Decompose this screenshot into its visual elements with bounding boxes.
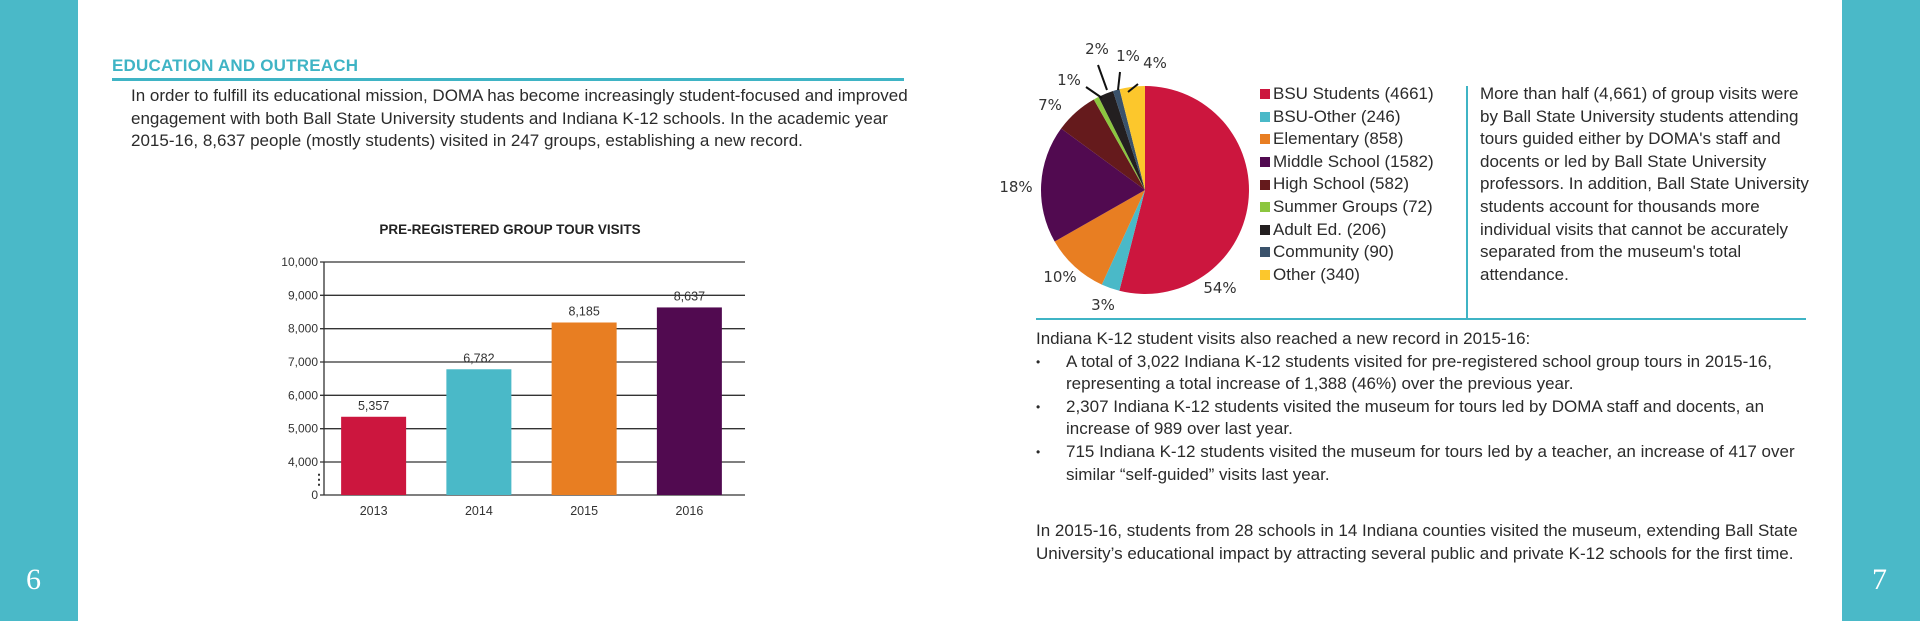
k12-bullet-list: A total of 3,022 Indiana K-12 students v…: [1036, 351, 1816, 487]
closing-paragraph: In 2015-16, students from 28 schools in …: [1036, 521, 1798, 563]
page-number-left: 6: [26, 563, 41, 596]
pie-percent-label: 1%: [1116, 47, 1140, 65]
pie-slice-middle-school: [1041, 128, 1145, 242]
y-tick-label: 6,000: [288, 388, 318, 402]
legend-label: Adult Ed. (206): [1273, 219, 1387, 239]
intro-paragraph: In order to fulfill its educational miss…: [131, 86, 908, 150]
x-tick-label: 2013: [360, 504, 388, 518]
k12-lead: Indiana K-12 student visits also reached…: [1036, 329, 1531, 348]
pie-slice-adult-ed: [1098, 91, 1145, 190]
legend-swatch: [1260, 89, 1270, 100]
legend-item: High School (582): [1260, 173, 1434, 196]
pie-percent-label: 54%: [1203, 279, 1236, 297]
bar-value-label: 8,185: [568, 305, 599, 319]
x-tick-label: 2014: [465, 504, 493, 518]
legend-swatch: [1260, 179, 1270, 190]
legend-item: Elementary (858): [1260, 128, 1434, 151]
pie-percent-label: 1%: [1057, 71, 1081, 89]
legend-swatch: [1260, 247, 1270, 258]
legend-item: Summer Groups (72): [1260, 196, 1434, 219]
pie-percent-label: 2%: [1085, 40, 1109, 58]
k12-bullet: 2,307 Indiana K-12 students visited the …: [1036, 396, 1816, 441]
left-margin-band: [0, 0, 78, 621]
y-tick-label: 0: [311, 488, 318, 502]
horizontal-divider: [1036, 318, 1806, 320]
pie-slice-high-school: [1061, 99, 1145, 190]
pie-percent-label: 3%: [1091, 296, 1115, 310]
y-tick-label: 9,000: [288, 288, 318, 302]
y-tick-label: 5,000: [288, 422, 318, 436]
legend-swatch: [1260, 111, 1270, 122]
y-tick-label: 4,000: [288, 455, 318, 469]
pie-percent-label: 7%: [1038, 96, 1062, 114]
vertical-divider: [1466, 86, 1468, 318]
pie-leader-line: [1097, 64, 1108, 91]
bar-2014: [446, 369, 512, 495]
y-tick-label: 10,000: [281, 255, 318, 269]
legend-swatch: [1260, 224, 1270, 235]
pie-slice-bsu-students: [1119, 86, 1249, 294]
pie-slice-community: [1112, 89, 1145, 190]
pie-slice-bsu-other: [1101, 190, 1145, 291]
legend-swatch: [1260, 202, 1270, 213]
pie-leader-line: [1127, 83, 1139, 93]
pie-slice-elementary: [1054, 190, 1145, 285]
pie-chart: 54%3%10%18%7%1%2% 1% 4%: [999, 40, 1249, 310]
legend-label: High School (582): [1273, 174, 1410, 194]
legend-item: BSU-Other (246): [1260, 106, 1434, 129]
legend-item: Middle School (1582): [1260, 151, 1434, 174]
legend-item: Adult Ed. (206): [1260, 219, 1434, 242]
legend-label: BSU-Other (246): [1273, 106, 1401, 126]
pie-percent-label: 10%: [1043, 268, 1076, 286]
pie-leader-line: [1117, 71, 1121, 91]
k12-bullet: 715 Indiana K-12 students visited the mu…: [1036, 441, 1816, 486]
bar-chart: 0 4,000 5,000 6,000 7,000 8,000 9,000 10,000 ⋮ 5,…: [281, 255, 745, 518]
y-tick-label: 7,000: [288, 355, 318, 369]
x-tick-label: 2016: [675, 504, 703, 518]
legend-item: Community (90): [1260, 241, 1434, 264]
y-tick-label: 8,000: [288, 322, 318, 336]
bsu-side-note: More than half (4,661) of group visits w…: [1480, 84, 1809, 284]
section-heading: EDUCATION AND OUTREACH: [112, 56, 904, 81]
pie-percent-label: 18%: [999, 178, 1032, 196]
bar-value-label: 6,782: [463, 351, 494, 365]
legend-label: Summer Groups (72): [1273, 196, 1433, 216]
legend-label: Middle School (1582): [1273, 151, 1434, 171]
bar-2015: [551, 322, 617, 495]
x-tick-label: 2015: [570, 504, 598, 518]
bar-value-label: 5,357: [358, 399, 389, 413]
axis-break-marker: ⋮: [312, 471, 326, 487]
legend-item: Other (340): [1260, 264, 1434, 287]
pie-percent-label: 4%: [1143, 54, 1167, 72]
pie-slice-other: [1119, 86, 1145, 190]
k12-bullet: A total of 3,022 Indiana K-12 students v…: [1036, 351, 1816, 396]
legend-item: BSU Students (4661): [1260, 83, 1434, 106]
legend-swatch: [1260, 157, 1270, 168]
legend-swatch: [1260, 270, 1270, 281]
pie-slice-summer-groups: [1093, 96, 1145, 190]
right-margin-band: [1842, 0, 1920, 621]
bar-chart-title: PRE-REGISTERED GROUP TOUR VISITS: [379, 222, 641, 237]
pie-leader-line: [1085, 86, 1103, 99]
pie-legend: BSU Students (4661) BSU-Other (246) Elemen…: [1260, 83, 1434, 286]
k12-section: Indiana K-12 student visits also reached…: [1036, 328, 1816, 486]
legend-label: Elementary (858): [1273, 129, 1404, 149]
bar-value-label: 8,637: [674, 289, 705, 303]
bar-2013: [341, 416, 407, 495]
page-number-right: 7: [1872, 563, 1887, 596]
legend-label: Community (90): [1273, 242, 1394, 262]
legend-label: BSU Students (4661): [1273, 84, 1434, 103]
bar-2016: [656, 307, 722, 495]
legend-label: Other (340): [1273, 264, 1360, 284]
legend-swatch: [1260, 134, 1270, 145]
